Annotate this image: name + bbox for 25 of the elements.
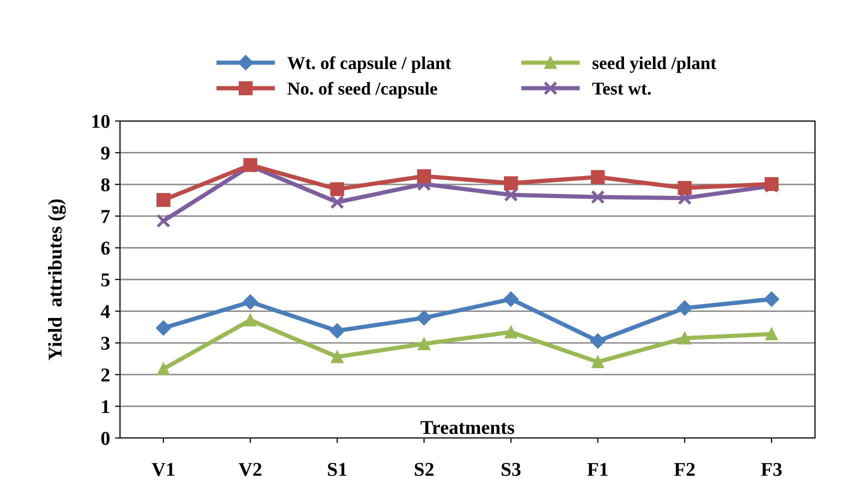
y-tick-label: 6 <box>101 242 110 255</box>
y-tick-label: 7 <box>102 210 110 223</box>
y-tick-label: 1 <box>102 400 110 414</box>
x-axis-title: Treatments <box>420 421 514 434</box>
y-tick-label: 2 <box>101 368 110 382</box>
x-tick-label: F2 <box>674 462 695 476</box>
y-tick-label: 4 <box>100 305 110 318</box>
legend-label: Test wt. <box>592 82 651 95</box>
x-tick-label: F3 <box>761 462 782 476</box>
x-tick-label: S1 <box>328 462 346 476</box>
y-tick-label: 9 <box>101 146 110 160</box>
x-tick-label: V2 <box>238 462 262 476</box>
x-tick-label: F1 <box>587 462 608 476</box>
y-tick-label: 10 <box>92 114 110 128</box>
y-tick-label: 5 <box>101 274 110 286</box>
y-tick-label: 8 <box>101 178 110 192</box>
legend-label: Wt. of capsule / plant <box>287 56 452 73</box>
x-tick-label: V1 <box>152 462 174 476</box>
legend-label: No. of seed /capsule <box>288 82 438 98</box>
y-tick-label: 3 <box>101 336 110 350</box>
x-tick-label: S3 <box>502 462 521 476</box>
x-tick-label: S2 <box>414 462 434 476</box>
y-tick-label: 0 <box>101 432 110 445</box>
legend-label: seed yield /plant <box>592 56 716 73</box>
y-axis-title: Yield attributes (g) <box>48 199 66 360</box>
